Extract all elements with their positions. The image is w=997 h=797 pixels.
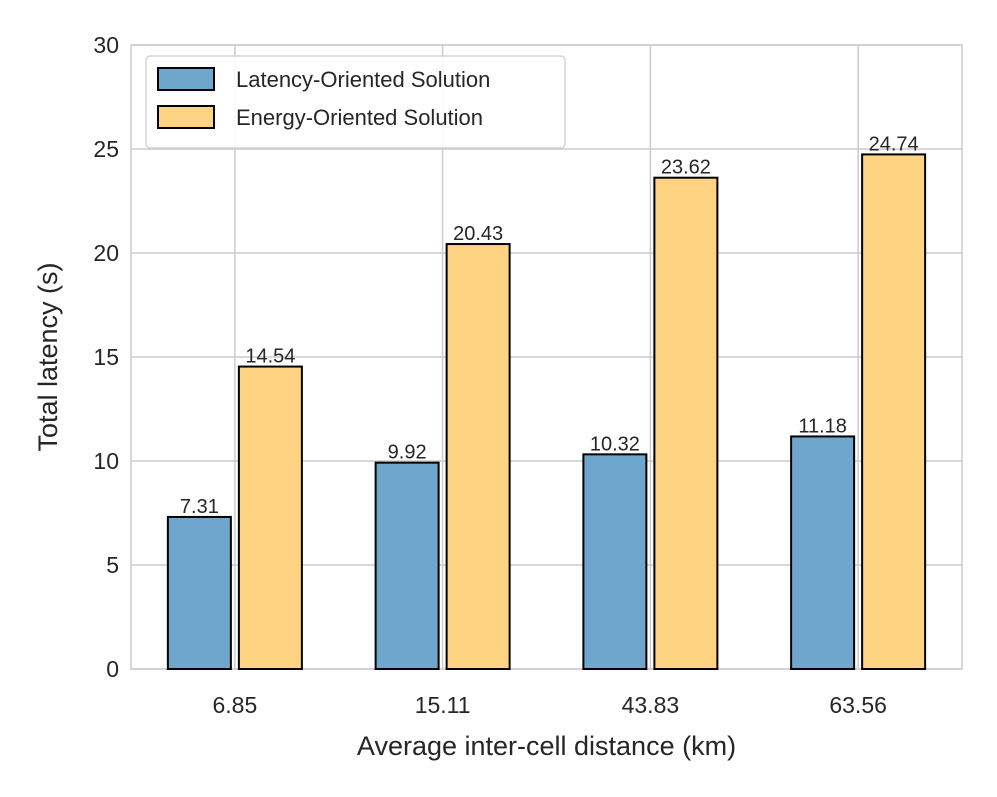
legend-box (145, 55, 566, 149)
legend-swatch (157, 105, 215, 129)
x-axis-ticks: 6.85 15.11 43.83 63.56 (212, 692, 886, 718)
plot-frame (130, 44, 963, 670)
legend: Latency-Oriented Solution Energy-Oriented… (145, 55, 566, 149)
x-axis-label: Average inter-cell distance (km) (357, 731, 736, 761)
x-tick-label: 15.11 (415, 692, 471, 718)
bar-value-label: 14.54 (245, 346, 295, 368)
y-axis-ticks: 0 5 10 15 20 25 30 (93, 32, 119, 682)
bar-energy-3 (861, 153, 927, 670)
bar-latency-2 (582, 453, 648, 670)
bar-energy-0 (237, 365, 303, 670)
bar-value-label: 24.74 (869, 133, 919, 155)
y-tick-label: 20 (93, 240, 119, 266)
bar-value-label: 20.43 (453, 223, 503, 245)
y-tick-label: 15 (93, 344, 119, 370)
y-tick-label: 30 (93, 32, 119, 58)
bar-energy-1 (445, 243, 511, 670)
legend-swatch (157, 67, 215, 91)
bar-value-label: 9.92 (388, 442, 427, 464)
bar-value-label: 7.31 (180, 496, 219, 518)
y-tick-label: 5 (106, 552, 119, 578)
y-tick-label: 10 (93, 448, 119, 474)
bar-value-label: 23.62 (661, 157, 711, 179)
y-axis-label: Total latency (s) (33, 262, 63, 451)
y-tick-label: 0 (106, 656, 119, 682)
x-tick-label: 63.56 (829, 692, 887, 718)
legend-entry-label: Latency-Oriented Solution (236, 67, 490, 92)
bar-energy-2 (653, 176, 719, 670)
bars (166, 153, 927, 671)
bar-value-label: 11.18 (798, 415, 847, 437)
x-tick-label: 43.83 (622, 692, 680, 718)
bar-latency-0 (166, 515, 232, 671)
bar-value-labels: 7.31 14.54 9.92 20.43 10.32 23.62 11.18 24.74 (180, 133, 919, 518)
bar-latency-3 (790, 435, 856, 670)
legend-entry-label: Energy-Oriented Solution (236, 105, 483, 130)
x-tick-label: 6.85 (212, 692, 257, 718)
bar-value-label: 10.32 (590, 433, 640, 455)
bar-latency-1 (374, 461, 440, 670)
y-tick-label: 25 (93, 136, 119, 162)
